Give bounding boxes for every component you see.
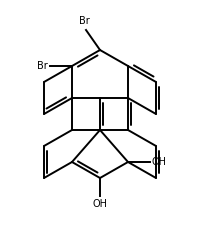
Text: Br: Br (78, 16, 89, 26)
Text: OH: OH (151, 157, 166, 167)
Text: OH: OH (92, 199, 107, 209)
Text: Br: Br (37, 61, 48, 71)
